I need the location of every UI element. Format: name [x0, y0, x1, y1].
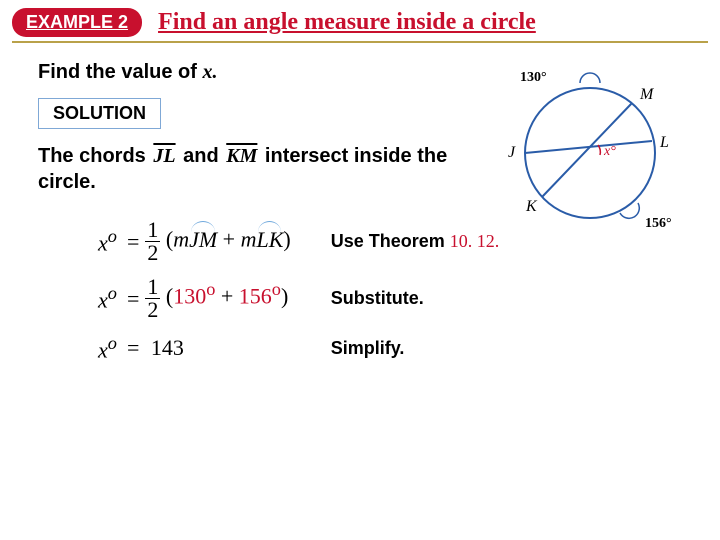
lhs-var: x	[98, 288, 108, 313]
step-rhs: 12 (130o + 156o)	[145, 276, 330, 321]
x-degree-label: x°	[603, 144, 616, 159]
plus: +	[217, 227, 240, 252]
step-expl: Substitute.	[331, 276, 500, 321]
result-value: 143	[151, 335, 184, 360]
expl-prefix: Use Theorem	[331, 231, 450, 251]
m-prefix: m	[173, 227, 189, 252]
subst-deg: o	[206, 279, 215, 299]
subst-deg: o	[272, 279, 281, 299]
chords-sentence: The chords JL and KM intersect inside th…	[38, 143, 468, 195]
circle-diagram: 130° 156° M L J K x°	[490, 55, 690, 245]
step-eq: =	[121, 219, 145, 264]
step-row: xo = 143 Simplify.	[38, 333, 499, 363]
segment-jl: JL	[151, 145, 177, 167]
subst-val1: 130	[173, 284, 206, 309]
step-eq: =	[121, 276, 145, 321]
one-half-frac: 12	[145, 219, 160, 264]
lhs-deg: o	[108, 333, 117, 353]
label-m: M	[639, 86, 655, 103]
solution-label: SOLUTION	[38, 98, 161, 129]
content-region: Find the value of x. SOLUTION The chords…	[0, 43, 720, 385]
circle-outline	[525, 88, 655, 218]
step-rhs: 12 (mJM + mLK)	[145, 219, 330, 264]
label-j: J	[508, 144, 516, 161]
step-lhs: xo	[38, 276, 121, 321]
example-badge: EXAMPLE 2	[12, 8, 142, 37]
steps-table: xo = 12 (mJM + mLK) Use Theorem 10. 12. …	[38, 207, 499, 375]
paren-close: )	[281, 284, 288, 309]
step-lhs: xo	[38, 219, 121, 264]
prompt-var: x.	[202, 61, 217, 83]
paren-close: )	[283, 227, 290, 252]
example-title: Find an angle measure inside a circle	[158, 9, 536, 36]
frac-den: 2	[145, 299, 160, 321]
lhs-var: x	[98, 231, 108, 256]
label-k: K	[525, 198, 538, 215]
step-rhs: 143	[145, 333, 330, 363]
one-half-frac: 12	[145, 276, 160, 321]
arc-jm: JM	[189, 227, 217, 253]
subst-val2: 156	[239, 284, 272, 309]
chords-prefix: The chords	[38, 145, 151, 167]
arc-top-label: 130°	[520, 70, 547, 85]
frac-num: 1	[145, 219, 160, 242]
step-row: xo = 12 (mJM + mLK) Use Theorem 10. 12.	[38, 219, 499, 264]
prompt-prefix: Find the value of	[38, 61, 202, 83]
arc-top-tick	[580, 73, 600, 83]
step-eq: =	[121, 333, 145, 363]
header: EXAMPLE 2 Find an angle measure inside a…	[0, 0, 720, 41]
frac-den: 2	[145, 242, 160, 264]
arc-lk: LK	[256, 227, 283, 253]
label-l: L	[659, 134, 669, 151]
plus: +	[215, 284, 238, 309]
arc-bot-label: 156°	[645, 216, 672, 231]
chords-mid: and	[178, 145, 225, 167]
lhs-var: x	[98, 337, 108, 362]
step-expl: Simplify.	[331, 333, 500, 363]
step-lhs: xo	[38, 333, 121, 363]
frac-num: 1	[145, 276, 160, 299]
m-prefix: m	[241, 227, 257, 252]
lhs-deg: o	[108, 283, 117, 303]
step-row: xo = 12 (130o + 156o) Substitute.	[38, 276, 499, 321]
step-expl: Use Theorem 10. 12.	[331, 219, 500, 264]
segment-km: KM	[224, 145, 259, 167]
lhs-deg: o	[108, 226, 117, 246]
